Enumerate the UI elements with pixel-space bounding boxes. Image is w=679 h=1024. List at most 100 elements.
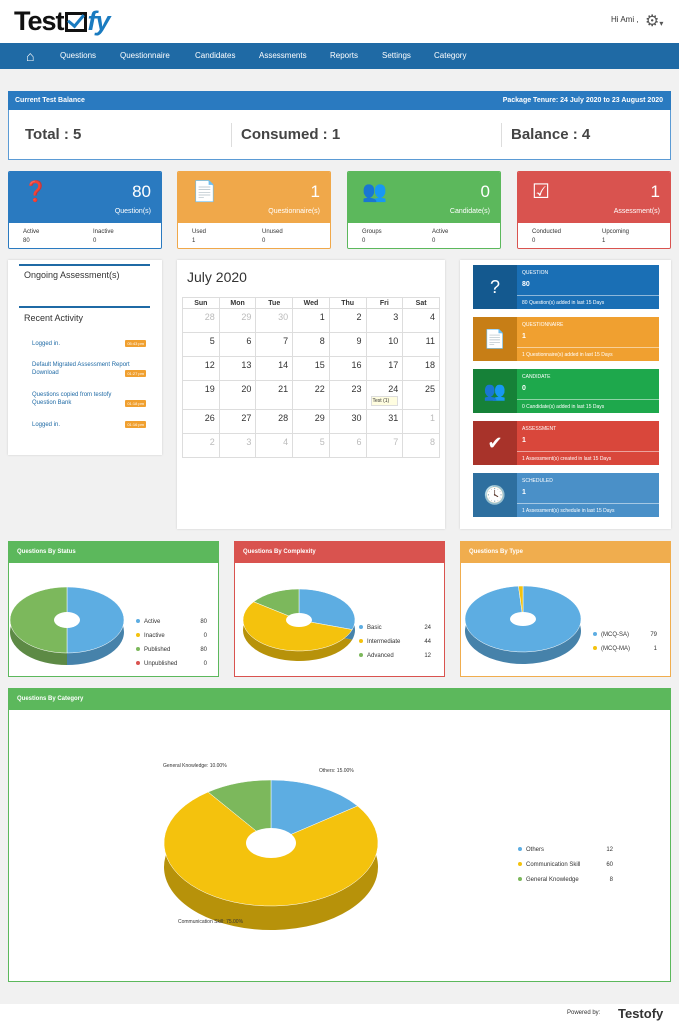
- stat-description: 1 Assessment(s) created in last 15 Days: [517, 451, 659, 465]
- chevron-down-icon: ▾: [659, 19, 664, 28]
- calendar-day[interactable]: 2: [182, 433, 220, 458]
- calendar-event[interactable]: Test (1): [370, 396, 399, 406]
- stat-tile-scheduled[interactable]: 🕓 SCHEDULED 1 1 Assessment(s) schedule in l…: [473, 473, 659, 517]
- remaining-balance: Balance : 4: [511, 126, 591, 143]
- legend-dot: [518, 847, 522, 851]
- nav-category[interactable]: Category: [434, 51, 467, 60]
- testofy-logo[interactable]: Test fy: [14, 6, 111, 36]
- stat-tile-candidate[interactable]: 👥 CANDIDATE 0 0 Candidate(s) added in last …: [473, 369, 659, 413]
- calendar-day[interactable]: 18: [402, 356, 440, 381]
- candidates-card[interactable]: 👥 0 Candidate(s) Groups 0 Active 0: [347, 171, 501, 249]
- pie-slice-active[interactable]: [66, 586, 125, 654]
- calendar-day[interactable]: 3: [365, 308, 404, 333]
- stat-tile-assessment[interactable]: ✔ ASSESSMENT 1 1 Assessment(s) created in l…: [473, 421, 659, 465]
- pie-hole: [54, 612, 80, 628]
- calendar-day[interactable]: 29: [218, 308, 257, 333]
- legend-label[interactable]: Advanced: [367, 653, 394, 659]
- calendar-day[interactable]: 19: [182, 380, 220, 410]
- calendar-day[interactable]: 11: [402, 332, 440, 357]
- home-icon[interactable]: ⌂: [26, 48, 35, 64]
- calendar-day[interactable]: 26: [182, 409, 220, 434]
- calendar-day[interactable]: 4: [402, 308, 440, 333]
- legend-label[interactable]: Active: [144, 619, 161, 625]
- card-stat: Groups 0: [362, 229, 382, 244]
- stat-tile-questionnaire[interactable]: 📄 QUESTIONNAIRE 1 1 Questionnaire(s) added …: [473, 317, 659, 361]
- calendar-day[interactable]: 8: [292, 332, 330, 357]
- legend-label[interactable]: (MCQ-MA): [601, 646, 630, 652]
- legend-label[interactable]: Unpublished: [144, 661, 177, 667]
- assessments-card[interactable]: ☑ 1 Assessment(s) Conducted 0 Upcoming 1: [517, 171, 671, 249]
- calendar-day[interactable]: 24 Test (1): [365, 380, 404, 410]
- activity-item[interactable]: Default Migrated Assessment Report Downl…: [32, 362, 130, 376]
- pie-slice-advanced[interactable]: [253, 588, 300, 621]
- pie-slice-published[interactable]: [9, 586, 68, 654]
- nav-questionnaire[interactable]: Questionnaire: [120, 51, 170, 60]
- calendar-day[interactable]: 7: [365, 433, 404, 458]
- calendar-day[interactable]: 16: [328, 356, 367, 381]
- calendar-day[interactable]: 5: [292, 433, 330, 458]
- calendar-day-header: Thu: [328, 297, 367, 309]
- legend-label[interactable]: Others: [526, 847, 544, 853]
- card-value: 1: [310, 182, 320, 201]
- calendar-day[interactable]: 31: [365, 409, 404, 434]
- questionnaire-card[interactable]: 📄 1 Questionnaire(s) Used 1 Unused 0: [177, 171, 331, 249]
- nav-questions[interactable]: Questions: [60, 51, 97, 60]
- calendar-day[interactable]: 5: [182, 332, 220, 357]
- calendar-day[interactable]: 12: [182, 356, 220, 381]
- footer-brand[interactable]: Testofy: [618, 1006, 664, 1021]
- calendar-day[interactable]: 6: [218, 332, 257, 357]
- calendar-day[interactable]: 10: [365, 332, 404, 357]
- calendar-day[interactable]: 29: [292, 409, 330, 434]
- calendar-day[interactable]: 1: [292, 308, 330, 333]
- calendar-day[interactable]: 30: [328, 409, 367, 434]
- questions-card[interactable]: ❓ 80 Question(s) Active 80 Inactive 0: [8, 171, 162, 249]
- calendar-day[interactable]: 8: [402, 433, 440, 458]
- calendar-day[interactable]: 6: [328, 433, 367, 458]
- calendar-day[interactable]: 13: [218, 356, 257, 381]
- legend-label[interactable]: Basic: [367, 625, 382, 631]
- calendar-day[interactable]: 15: [292, 356, 330, 381]
- calendar-day[interactable]: 25: [402, 380, 440, 410]
- calendar-day[interactable]: 23: [328, 380, 367, 410]
- calendar-day[interactable]: 21: [255, 380, 294, 410]
- activity-item[interactable]: Questions copied from testofy Question B…: [32, 392, 112, 406]
- legend-label[interactable]: Intermediate: [367, 639, 401, 645]
- calendar-day[interactable]: 17: [365, 356, 404, 381]
- user-greeting[interactable]: Hi Ami ,: [611, 15, 639, 24]
- calendar-day[interactable]: 3: [218, 433, 257, 458]
- pie-slice-others[interactable]: [270, 779, 359, 844]
- activity-item[interactable]: Logged in.: [32, 341, 61, 347]
- calendar-day[interactable]: 1: [402, 409, 440, 434]
- calendar-day[interactable]: 28: [182, 308, 220, 333]
- legend-label[interactable]: Inactive: [144, 633, 165, 639]
- calendar-day[interactable]: 7: [255, 332, 294, 357]
- legend-label[interactable]: Communication Skill: [526, 862, 580, 868]
- stat-tile-question[interactable]: ? QUESTION 80 80 Question(s) added in last …: [473, 265, 659, 309]
- legend-label[interactable]: General Knowledge: [526, 877, 579, 883]
- calendar-day[interactable]: 4: [255, 433, 294, 458]
- calendar-day[interactable]: 2: [328, 308, 367, 333]
- nav-candidates[interactable]: Candidates: [195, 51, 236, 60]
- stat-description: 80 Question(s) added in last 15 Days: [517, 295, 659, 309]
- calendar-day[interactable]: 20: [218, 380, 257, 410]
- category-chart-panel: Questions By Category Others 12 Communicat…: [8, 688, 671, 982]
- nav-settings[interactable]: Settings: [382, 51, 411, 60]
- consumed-balance: Consumed : 1: [241, 126, 341, 143]
- nav-reports[interactable]: Reports: [330, 51, 359, 60]
- pie-slice-basic[interactable]: [298, 588, 356, 630]
- calendar-day[interactable]: 28: [255, 409, 294, 434]
- calendar-day[interactable]: 27: [218, 409, 257, 434]
- calendar-day[interactable]: 14: [255, 356, 294, 381]
- calendar-day[interactable]: 22: [292, 380, 330, 410]
- legend-label[interactable]: Published: [144, 647, 170, 653]
- stat-value: 80: [522, 281, 530, 288]
- activity-item[interactable]: Logged in.: [32, 422, 61, 428]
- calendar-day[interactable]: 30: [255, 308, 294, 333]
- pie-slice--mcq-ma-[interactable]: [518, 585, 524, 620]
- pie-slice-general-knowledge[interactable]: [207, 779, 272, 844]
- calendar-day[interactable]: 9: [328, 332, 367, 357]
- settings-gear-dropdown[interactable]: ⚙▾: [645, 11, 663, 31]
- legend-label[interactable]: (MCQ-SA): [601, 632, 629, 638]
- nav-assessments[interactable]: Assessments: [259, 51, 307, 60]
- card-stat: Unused 0: [262, 229, 283, 244]
